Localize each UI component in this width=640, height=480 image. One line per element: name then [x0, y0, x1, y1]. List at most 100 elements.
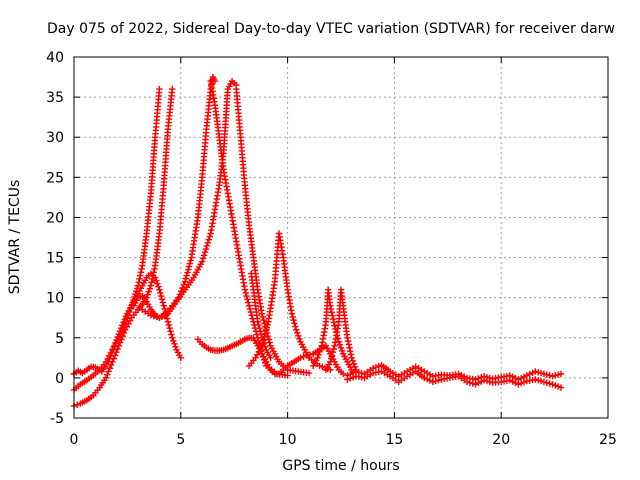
- data-points: [70, 73, 565, 410]
- data-point: [115, 342, 123, 349]
- data-point: [523, 372, 531, 379]
- data-point: [537, 369, 545, 377]
- data-point: [157, 292, 165, 300]
- data-point: [124, 312, 132, 319]
- data-point: [426, 377, 434, 384]
- data-point: [105, 368, 112, 375]
- data-point: [258, 334, 266, 341]
- data-point: [171, 340, 178, 347]
- data-point: [292, 326, 300, 333]
- data-point: [170, 337, 177, 344]
- data-point: [543, 371, 550, 378]
- data-point: [158, 296, 166, 303]
- data-point: [257, 331, 265, 338]
- y-tick-label: 15: [46, 251, 64, 267]
- data-point: [182, 275, 190, 282]
- data-point: [199, 255, 207, 262]
- data-point: [125, 308, 133, 316]
- data-point: [110, 355, 117, 362]
- data-point: [203, 242, 211, 250]
- data-point: [526, 370, 533, 378]
- data-point: [329, 315, 337, 323]
- data-point: [330, 345, 337, 353]
- data-point: [156, 286, 163, 293]
- data-point: [254, 318, 261, 325]
- data-point: [328, 352, 336, 359]
- data-point: [165, 321, 173, 329]
- data-point: [469, 380, 476, 387]
- data-point: [557, 370, 565, 378]
- data-point: [327, 358, 334, 366]
- data-point: [549, 373, 556, 380]
- data-point: [241, 286, 249, 293]
- data-point: [261, 320, 268, 327]
- data-point: [132, 291, 139, 298]
- data-point: [520, 373, 528, 381]
- data-point: [435, 377, 442, 384]
- data-point: [348, 354, 355, 362]
- data-point: [135, 279, 142, 286]
- data-point: [540, 378, 548, 386]
- data-point: [161, 311, 169, 319]
- data-point: [259, 337, 267, 344]
- data-point: [336, 341, 344, 348]
- data-point: [532, 376, 539, 383]
- data-point: [549, 381, 556, 388]
- data-point: [169, 85, 176, 93]
- data-point: [305, 369, 313, 377]
- y-tick-label: 25: [46, 170, 64, 186]
- data-point: [300, 353, 307, 360]
- data-point: [159, 313, 166, 320]
- data-point: [120, 329, 128, 337]
- data-point: [346, 344, 353, 352]
- data-point: [344, 334, 351, 341]
- data-point: [535, 369, 542, 376]
- series-arc-3: [70, 85, 176, 410]
- series-arc-14: [344, 368, 565, 391]
- data-point: [317, 345, 324, 353]
- y-tick-label: 5: [55, 331, 64, 347]
- data-point: [177, 354, 184, 362]
- data-point: [153, 313, 160, 321]
- data-point: [123, 315, 130, 322]
- series-arc-2: [70, 85, 163, 394]
- data-point: [198, 258, 206, 265]
- data-point: [74, 401, 81, 408]
- data-point: [291, 320, 298, 327]
- data-point: [163, 315, 171, 322]
- data-point: [262, 327, 270, 334]
- data-point: [150, 269, 157, 276]
- data-point: [338, 347, 346, 355]
- x-tick-label: 25: [599, 432, 617, 448]
- data-point: [133, 285, 141, 292]
- data-point: [156, 85, 163, 93]
- data-point: [546, 380, 553, 387]
- y-axis-label: SDTVAR / TECUs: [7, 180, 23, 295]
- data-point: [295, 332, 302, 339]
- data-point: [136, 275, 143, 283]
- data-point: [186, 260, 194, 267]
- series-arc-7: [207, 77, 291, 379]
- x-tick-label: 10: [279, 432, 297, 448]
- data-point: [150, 312, 157, 320]
- data-point: [296, 335, 303, 342]
- data-point: [512, 379, 519, 387]
- data-point: [552, 372, 559, 379]
- data-point: [478, 378, 485, 385]
- data-point: [116, 339, 124, 346]
- data-point: [155, 283, 162, 290]
- data-point: [520, 378, 528, 386]
- data-point: [247, 308, 255, 316]
- data-point: [156, 314, 163, 321]
- data-point: [185, 266, 192, 273]
- data-point: [137, 272, 144, 279]
- data-point: [483, 377, 491, 385]
- data-point: [102, 374, 110, 382]
- data-point: [258, 350, 266, 358]
- data-point: [529, 369, 536, 377]
- data-point: [372, 363, 380, 371]
- data-point: [187, 257, 194, 264]
- data-point: [315, 351, 322, 359]
- data-point: [290, 316, 297, 324]
- data-point: [517, 380, 525, 387]
